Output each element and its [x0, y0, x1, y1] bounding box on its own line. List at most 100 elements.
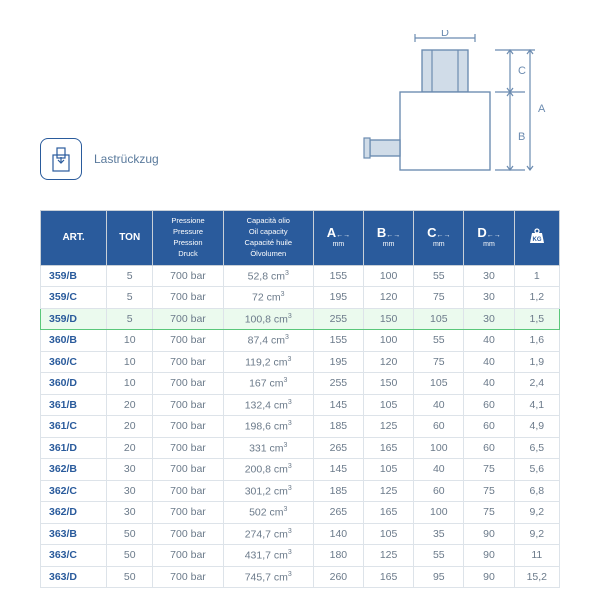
cell-pressure: 700 bar: [153, 566, 223, 588]
cell-c: 55: [414, 545, 464, 567]
cell-kg: 5,6: [514, 459, 559, 481]
cell-ton: 50: [107, 523, 153, 545]
table-row: 361/C20700 bar198,6 cm318512560604,9: [41, 416, 560, 438]
diagram-label-d: D: [441, 30, 449, 39]
cell-pressure: 700 bar: [153, 480, 223, 502]
cell-a: 180: [313, 545, 363, 567]
table-row: 363/C50700 bar431,7 cm3180125559011: [41, 545, 560, 567]
cell-oil: 87,4 cm3: [223, 330, 313, 352]
cell-oil: 274,7 cm3: [223, 523, 313, 545]
col-kg: KG: [514, 211, 559, 266]
col-ton: TON: [107, 211, 153, 266]
cell-a: 195: [313, 351, 363, 373]
cell-d: 60: [464, 394, 514, 416]
label-text: Lastrückzug: [94, 152, 159, 166]
cell-c: 40: [414, 459, 464, 481]
cell-c: 60: [414, 480, 464, 502]
cell-c: 100: [414, 437, 464, 459]
cell-kg: 6,8: [514, 480, 559, 502]
cell-b: 105: [364, 523, 414, 545]
cell-ton: 30: [107, 459, 153, 481]
cell-d: 40: [464, 351, 514, 373]
col-d: D←→mm: [464, 211, 514, 266]
cell-b: 150: [364, 373, 414, 395]
spec-table: ART. TON PressionePressurePressionDruck …: [40, 210, 560, 588]
cell-d: 90: [464, 545, 514, 567]
diagram-label-c: C: [518, 65, 526, 77]
cell-art: 362/B: [41, 459, 107, 481]
cell-c: 75: [414, 287, 464, 309]
cell-b: 125: [364, 416, 414, 438]
cell-ton: 5: [107, 265, 153, 287]
cell-oil: 167 cm3: [223, 373, 313, 395]
cell-ton: 30: [107, 502, 153, 524]
cell-pressure: 700 bar: [153, 523, 223, 545]
cell-d: 30: [464, 308, 514, 330]
cell-ton: 50: [107, 545, 153, 567]
cell-ton: 50: [107, 566, 153, 588]
cell-b: 150: [364, 308, 414, 330]
cell-kg: 1,9: [514, 351, 559, 373]
svg-text:KG: KG: [532, 237, 541, 243]
cell-oil: 745,7 cm3: [223, 566, 313, 588]
cell-oil: 431,7 cm3: [223, 545, 313, 567]
cell-d: 75: [464, 480, 514, 502]
table-row: 359/C5700 bar72 cm319512075301,2: [41, 287, 560, 309]
cell-oil: 52,8 cm3: [223, 265, 313, 287]
cell-a: 155: [313, 330, 363, 352]
cell-b: 125: [364, 545, 414, 567]
cell-pressure: 700 bar: [153, 437, 223, 459]
cell-b: 125: [364, 480, 414, 502]
cell-ton: 10: [107, 351, 153, 373]
cell-c: 105: [414, 373, 464, 395]
table-row: 360/D10700 bar167 cm3255150105402,4: [41, 373, 560, 395]
cell-art: 360/C: [41, 351, 107, 373]
cell-b: 120: [364, 287, 414, 309]
cell-kg: 4,9: [514, 416, 559, 438]
cell-a: 265: [313, 502, 363, 524]
table-header: ART. TON PressionePressurePressionDruck …: [41, 211, 560, 266]
col-a: A←→mm: [313, 211, 363, 266]
cell-oil: 198,6 cm3: [223, 416, 313, 438]
lastrueckzug-icon: [40, 138, 82, 180]
cell-ton: 5: [107, 308, 153, 330]
cell-d: 30: [464, 287, 514, 309]
cell-pressure: 700 bar: [153, 502, 223, 524]
cell-art: 361/C: [41, 416, 107, 438]
cell-art: 359/C: [41, 287, 107, 309]
cell-b: 120: [364, 351, 414, 373]
cell-art: 363/D: [41, 566, 107, 588]
cylinder-diagram: D C: [340, 30, 560, 190]
cell-d: 90: [464, 523, 514, 545]
top-area: Lastrückzug D: [40, 30, 560, 190]
weight-icon: KG: [528, 228, 546, 244]
cell-a: 265: [313, 437, 363, 459]
cell-pressure: 700 bar: [153, 265, 223, 287]
table-row: 362/D30700 bar502 cm3265165100759,2: [41, 502, 560, 524]
table-row: 359/B5700 bar52,8 cm315510055301: [41, 265, 560, 287]
cell-b: 100: [364, 265, 414, 287]
cell-oil: 200,8 cm3: [223, 459, 313, 481]
cell-c: 40: [414, 394, 464, 416]
cell-oil: 132,4 cm3: [223, 394, 313, 416]
cell-c: 35: [414, 523, 464, 545]
cell-kg: 1,5: [514, 308, 559, 330]
cell-pressure: 700 bar: [153, 287, 223, 309]
cell-oil: 502 cm3: [223, 502, 313, 524]
cell-pressure: 700 bar: [153, 394, 223, 416]
cell-kg: 1: [514, 265, 559, 287]
cell-kg: 4,1: [514, 394, 559, 416]
cell-a: 155: [313, 265, 363, 287]
cell-pressure: 700 bar: [153, 330, 223, 352]
cell-b: 165: [364, 502, 414, 524]
cell-b: 105: [364, 459, 414, 481]
cell-ton: 10: [107, 330, 153, 352]
cell-pressure: 700 bar: [153, 545, 223, 567]
cell-ton: 5: [107, 287, 153, 309]
cell-oil: 331 cm3: [223, 437, 313, 459]
cell-a: 255: [313, 373, 363, 395]
table-row: 361/B20700 bar132,4 cm314510540604,1: [41, 394, 560, 416]
cell-art: 362/C: [41, 480, 107, 502]
table-row: 361/D20700 bar331 cm3265165100606,5: [41, 437, 560, 459]
cell-art: 363/C: [41, 545, 107, 567]
